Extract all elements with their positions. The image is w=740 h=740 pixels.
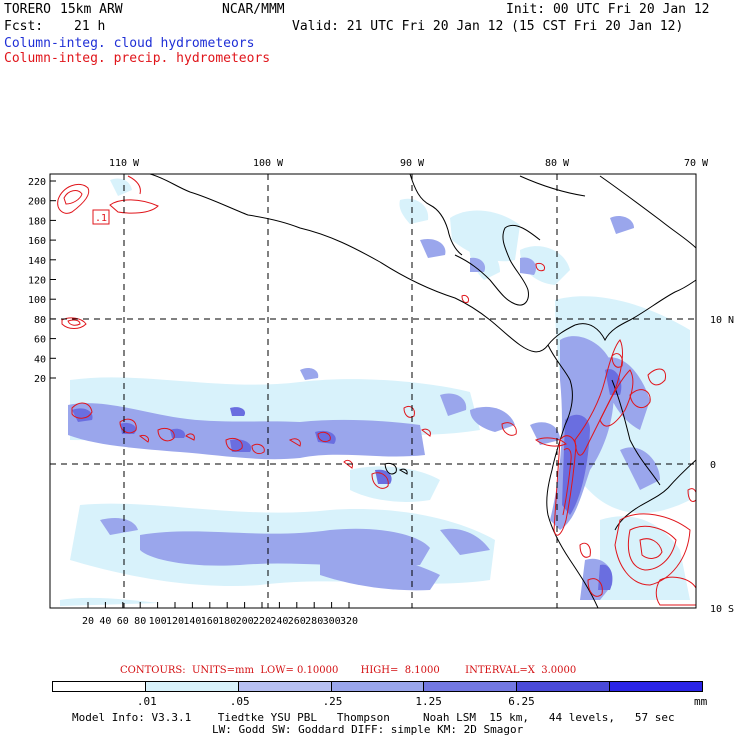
x-tick-label: 120 bbox=[166, 616, 184, 627]
contours-info: CONTOURS: UNITS=mm LOW= 0.10000 HIGH= 8.… bbox=[120, 665, 577, 676]
x-tick-label: 180 bbox=[218, 616, 236, 627]
colorbar-swatch bbox=[52, 681, 146, 692]
latitude-label: 10 N bbox=[710, 315, 734, 326]
x-tick-label: 80 bbox=[134, 616, 146, 627]
field-title-precip: Column-integ. precip. hydrometeors bbox=[4, 51, 271, 66]
colorbar-threshold-label: .01 bbox=[136, 695, 157, 708]
init-time: Init: 00 UTC Fri 20 Jan 12 bbox=[506, 2, 710, 17]
model-name: TORERO bbox=[4, 2, 51, 17]
x-tick-label: 140 bbox=[183, 616, 201, 627]
cloud-shading bbox=[60, 178, 690, 606]
x-tick-label: 280 bbox=[305, 616, 323, 627]
y-tick-label: 140 bbox=[28, 256, 46, 267]
valid-time: Valid: 21 UTC Fri 20 Jan 12 (15 CST Fri … bbox=[292, 19, 684, 34]
x-tick-label: 160 bbox=[201, 616, 219, 627]
colorbar-threshold-label: .05 bbox=[229, 695, 250, 708]
colorbar-unit: mm bbox=[694, 695, 708, 708]
latlon-grid bbox=[50, 174, 696, 608]
colorbar-swatch bbox=[144, 681, 239, 692]
y-tick-label: 180 bbox=[28, 216, 46, 227]
y-tick-label: 200 bbox=[28, 197, 46, 208]
colorbar-swatch bbox=[330, 681, 425, 692]
x-tick-label: 60 bbox=[117, 616, 129, 627]
x-tick-label: 240 bbox=[270, 616, 288, 627]
model-resolution: 15km ARW bbox=[60, 2, 123, 17]
colorbar-swatch bbox=[516, 681, 611, 692]
model-info-line2: LW: Godd SW: Goddard DIFF: simple KM: 2D… bbox=[212, 723, 524, 736]
longitude-label: 80 W bbox=[545, 158, 570, 169]
x-tick-label: 40 bbox=[99, 616, 111, 627]
colorbar-swatch bbox=[609, 681, 703, 692]
longitude-label: 90 W bbox=[400, 158, 425, 169]
y-tick-label: 220 bbox=[28, 177, 46, 188]
y-tick-label: 120 bbox=[28, 276, 46, 287]
model-info-line1: Model Info: V3.3.1 Tiedtke YSU PBL Thomp… bbox=[72, 711, 675, 724]
forecast-label: Fcst: bbox=[4, 19, 44, 34]
colorbar-threshold-label: .25 bbox=[322, 695, 343, 708]
max-value-box bbox=[92, 209, 110, 225]
x-tick-label: 200 bbox=[236, 616, 254, 627]
y-tick-label: 160 bbox=[28, 236, 46, 247]
x-tick-label: 260 bbox=[288, 616, 306, 627]
x-tick-label: 100 bbox=[149, 616, 167, 627]
center-name: NCAR/MMM bbox=[222, 2, 285, 17]
colorbar-swatch bbox=[423, 681, 518, 692]
colorbar-threshold-label: 1.25 bbox=[415, 695, 442, 708]
longitude-label: 70 W bbox=[684, 158, 709, 169]
y-tick-label: 40 bbox=[34, 354, 46, 365]
latitude-label: 0 bbox=[710, 460, 716, 471]
x-tick-label: 320 bbox=[340, 616, 358, 627]
y-tick-label: 60 bbox=[34, 335, 46, 346]
y-tick-label: 20 bbox=[34, 374, 46, 385]
x-tick-label: 220 bbox=[253, 616, 271, 627]
latitude-label: 10 S bbox=[710, 604, 734, 615]
longitude-label: 100 W bbox=[253, 158, 284, 169]
x-tick-label: 20 bbox=[82, 616, 94, 627]
x-tick-label: 300 bbox=[323, 616, 341, 627]
field-title-cloud: Column-integ. cloud hydrometeors bbox=[4, 36, 255, 51]
precip-contours bbox=[57, 175, 696, 606]
forecast-hour: 21 h bbox=[74, 19, 106, 34]
y-tick-label: 100 bbox=[28, 295, 46, 306]
coastlines bbox=[149, 174, 696, 608]
colorbar-swatch bbox=[237, 681, 332, 692]
y-tick-label: 80 bbox=[34, 315, 46, 326]
plot-frame bbox=[49, 173, 697, 609]
max-value-label: .1 bbox=[95, 213, 107, 224]
longitude-label: 110 W bbox=[109, 158, 140, 169]
colorbar-threshold-label: 6.25 bbox=[508, 695, 535, 708]
